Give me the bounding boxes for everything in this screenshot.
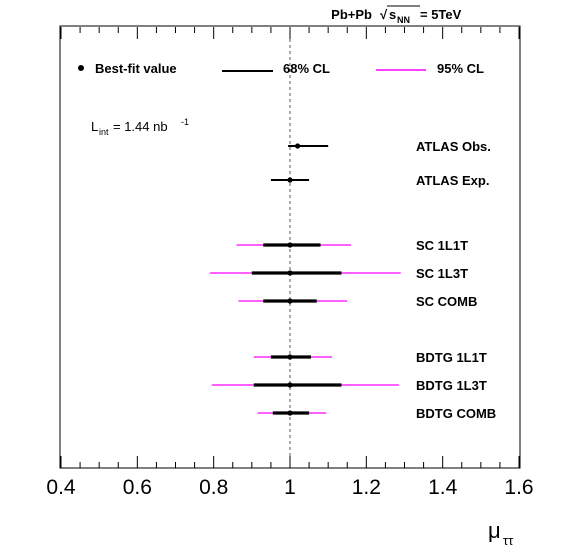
energy-label: √ s NN = 5TeV bbox=[380, 5, 462, 25]
result-rows: ATLAS Obs. ATLAS Exp. SC 1L1T SC 1L3T SC COM… bbox=[209, 139, 496, 421]
energy-s: s bbox=[389, 7, 396, 22]
result-row-label: BDTG 1L1T bbox=[416, 350, 487, 365]
result-row-label: BDTG COMB bbox=[416, 406, 496, 421]
result-row-label: BDTG 1L3T bbox=[416, 378, 487, 393]
lumi-L: L bbox=[91, 119, 98, 134]
energy-sub: NN bbox=[397, 15, 410, 25]
x-axis-label: μ ττ bbox=[488, 518, 514, 548]
x-tick-label: 0.6 bbox=[123, 476, 152, 499]
x-tick-label: 1.2 bbox=[352, 476, 381, 499]
legend: Best-fit value 68% CL 95% CL bbox=[78, 61, 484, 76]
result-row: BDTG COMB bbox=[257, 406, 496, 421]
best-fit-point bbox=[287, 354, 293, 360]
x-tick-label: 1 bbox=[284, 476, 296, 499]
energy-rest: = 5TeV bbox=[420, 7, 462, 22]
best-fit-point bbox=[287, 242, 293, 248]
result-row: ATLAS Obs. bbox=[288, 139, 491, 154]
legend-marker-icon bbox=[78, 65, 84, 71]
result-row-label: ATLAS Obs. bbox=[416, 139, 491, 154]
result-row: SC COMB bbox=[238, 294, 477, 309]
best-fit-point bbox=[287, 382, 293, 388]
legend-best-fit: Best-fit value bbox=[95, 61, 177, 76]
result-row-label: ATLAS Exp. bbox=[416, 173, 489, 188]
lumi-sub: int bbox=[99, 127, 109, 137]
x-axis: 0.4 0.6 0.8 1 1.2 1.4 1.6 bbox=[46, 27, 534, 499]
result-row-label: SC COMB bbox=[416, 294, 477, 309]
x-axis-label-sub: ττ bbox=[503, 533, 514, 548]
result-row-label: SC 1L1T bbox=[416, 238, 468, 253]
result-row-label: SC 1L3T bbox=[416, 266, 468, 281]
best-fit-point bbox=[287, 410, 293, 416]
collision-label: Pb+Pb bbox=[331, 7, 372, 22]
x-axis-label-mu: μ bbox=[488, 518, 501, 543]
legend-68: 68% CL bbox=[283, 61, 330, 76]
result-row: BDTG 1L1T bbox=[253, 350, 487, 365]
result-row: BDTG 1L3T bbox=[211, 378, 487, 393]
result-row: SC 1L1T bbox=[236, 238, 468, 253]
best-fit-point bbox=[287, 298, 293, 304]
x-tick-label: 0.4 bbox=[46, 476, 76, 499]
best-fit-point bbox=[295, 143, 301, 149]
best-fit-point bbox=[287, 270, 293, 276]
result-row: ATLAS Exp. bbox=[270, 173, 489, 188]
legend-95: 95% CL bbox=[437, 61, 484, 76]
x-tick-label: 1.4 bbox=[428, 476, 458, 499]
best-fit-point bbox=[287, 177, 293, 183]
result-row: SC 1L3T bbox=[209, 266, 468, 281]
luminosity-label: L int = 1.44 nb -1 bbox=[91, 117, 189, 137]
x-tick-label: 0.8 bbox=[199, 476, 228, 499]
energy-sqrt: √ bbox=[380, 7, 388, 22]
lumi-value: = 1.44 nb bbox=[113, 119, 168, 134]
lumi-sup: -1 bbox=[181, 117, 189, 127]
x-tick-label: 1.6 bbox=[504, 476, 533, 499]
